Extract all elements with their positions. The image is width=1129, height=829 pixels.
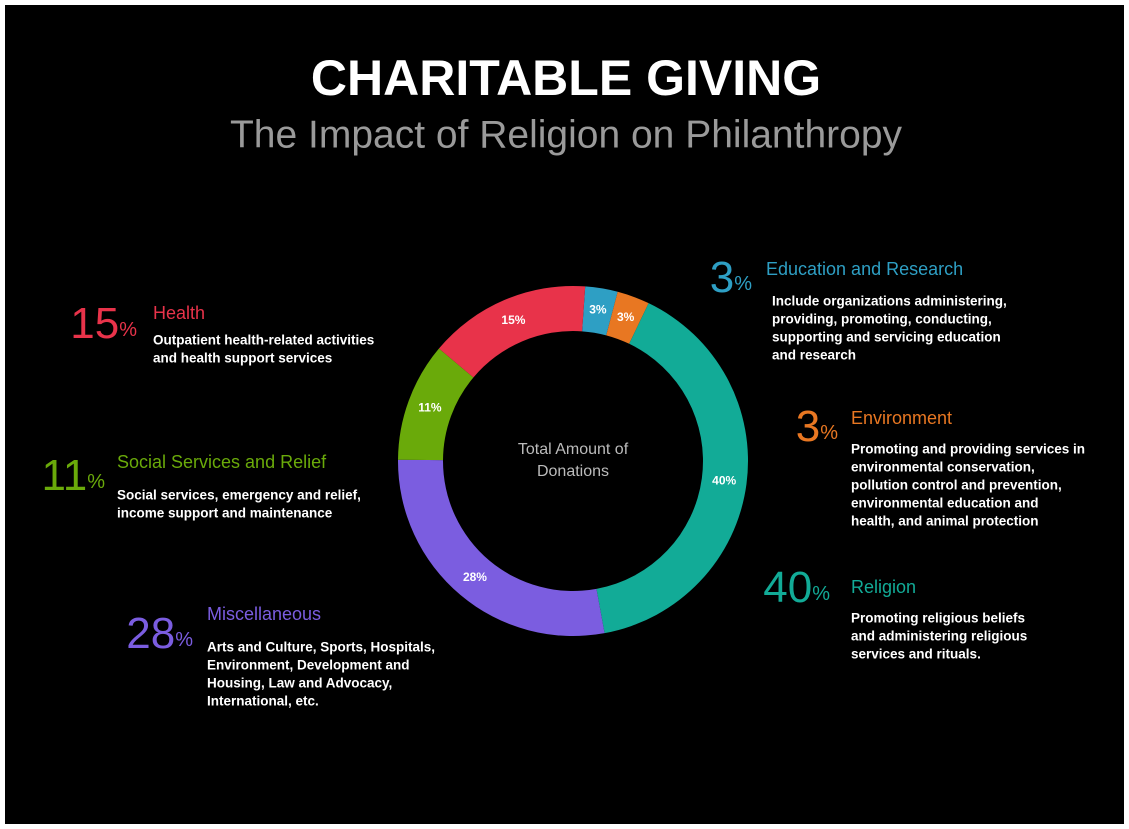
- donut-slice: [397, 459, 605, 636]
- callout-description: Environment, Development and: [207, 658, 410, 673]
- callout-value: 3: [796, 402, 820, 451]
- callout-description: Arts and Culture, Sports, Hospitals,: [207, 640, 435, 655]
- callout-percent: 3%: [796, 402, 838, 451]
- callout-description: pollution control and prevention,: [851, 478, 1062, 493]
- callout-description: providing, promoting, conducting,: [772, 312, 992, 327]
- callout-description: Outpatient health-related activities: [153, 333, 374, 348]
- donut-slice: [398, 348, 474, 461]
- callout-name: Miscellaneous: [207, 604, 321, 624]
- slice-label: 28%: [463, 570, 487, 584]
- callout-description: and administering religious: [851, 629, 1027, 644]
- background: [5, 5, 1124, 824]
- center-label: Donations: [537, 463, 609, 480]
- callout-description: services and rituals.: [851, 647, 981, 662]
- callout-unit: %: [820, 422, 838, 444]
- callout-description: Promoting religious beliefs: [851, 611, 1025, 626]
- callout-description: and research: [772, 348, 856, 363]
- donut-slice: [582, 286, 618, 336]
- callout-unit: %: [812, 583, 830, 605]
- callout-description: and health support services: [153, 351, 332, 366]
- donut-slice: [596, 303, 748, 634]
- callout-value: 28: [126, 609, 175, 658]
- callout-name: Social Services and Relief: [117, 452, 327, 472]
- callout-description: Promoting and providing services in: [851, 442, 1085, 457]
- callout-percent: 15%: [70, 299, 137, 348]
- callout-description: environmental education and: [851, 496, 1039, 511]
- center-label: Total Amount of: [518, 441, 629, 458]
- callout-description: health, and animal protection: [851, 514, 1039, 529]
- callout-percent: 28%: [126, 609, 193, 658]
- callout-unit: %: [734, 273, 752, 295]
- callout-percent: 3%: [710, 253, 752, 302]
- slice-label: 40%: [712, 473, 736, 487]
- donut-slice: [606, 291, 649, 344]
- callout-unit: %: [87, 471, 105, 493]
- slice-label: 15%: [501, 313, 525, 327]
- callout-name: Health: [153, 303, 205, 323]
- callout-description: International, etc.: [207, 694, 319, 709]
- callout-percent: 40%: [763, 563, 830, 612]
- callout-name: Education and Research: [766, 259, 963, 279]
- callout-description: supporting and servicing education: [772, 330, 1001, 345]
- callout-unit: %: [119, 319, 137, 341]
- callout-name: Religion: [851, 577, 916, 597]
- chart-title: CHARITABLE GIVING: [311, 50, 821, 106]
- donut-slice: [438, 286, 586, 378]
- callout-value: 40: [763, 563, 812, 612]
- callout-description: Housing, Law and Advocacy,: [207, 676, 392, 691]
- callout-value: 3: [710, 253, 734, 302]
- callout-value: 15: [70, 299, 119, 348]
- callout-description: environmental conservation,: [851, 460, 1035, 475]
- chart-subtitle: The Impact of Religion on Philanthropy: [230, 113, 903, 156]
- callout-value: 11: [42, 451, 88, 500]
- callout-description: Social services, emergency and relief,: [117, 488, 361, 503]
- slice-label: 3%: [589, 303, 607, 317]
- callout-description: income support and maintenance: [117, 506, 333, 521]
- callout-unit: %: [175, 629, 193, 651]
- callout-percent: 11%: [42, 451, 106, 500]
- callout-name: Environment: [851, 408, 952, 428]
- slice-label: 3%: [617, 310, 635, 324]
- slice-label: 11%: [418, 401, 442, 415]
- callout-description: Include organizations administering,: [772, 294, 1007, 309]
